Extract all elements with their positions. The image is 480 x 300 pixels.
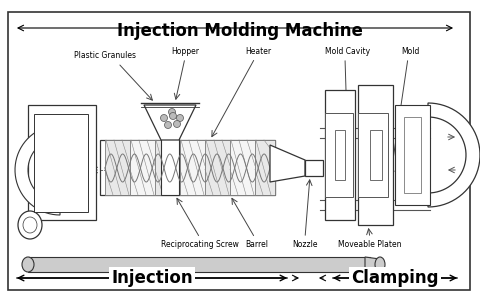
Ellipse shape [375, 257, 385, 272]
Text: Heater: Heater [245, 47, 271, 56]
Bar [205, 140, 230, 195]
Bar [358, 113, 388, 197]
Text: Mold Cavity: Mold Cavity [325, 47, 371, 56]
Bar [100, 140, 275, 195]
Text: Injection Molding Machine: Injection Molding Machine [117, 22, 363, 40]
Bar [155, 140, 180, 195]
Polygon shape [270, 145, 305, 182]
Ellipse shape [169, 112, 177, 119]
Bar [325, 90, 355, 220]
Text: Barrel: Barrel [245, 240, 268, 249]
Bar [325, 113, 353, 197]
Ellipse shape [165, 122, 171, 128]
Ellipse shape [168, 109, 176, 116]
Bar [335, 130, 345, 180]
Text: Nozzle: Nozzle [292, 240, 318, 249]
Polygon shape [428, 103, 480, 207]
Polygon shape [365, 257, 380, 272]
Text: Hopper: Hopper [171, 47, 199, 56]
Bar [28, 105, 96, 220]
Ellipse shape [18, 211, 42, 239]
Ellipse shape [160, 115, 168, 122]
Bar [34, 114, 88, 212]
Ellipse shape [23, 217, 37, 233]
Bar [395, 105, 430, 205]
Polygon shape [144, 105, 196, 140]
Ellipse shape [173, 121, 180, 128]
Polygon shape [28, 257, 370, 272]
Text: Injection: Injection [111, 269, 193, 287]
Bar [130, 140, 155, 195]
Bar [305, 160, 323, 176]
Text: Plastic Granules: Plastic Granules [74, 51, 136, 60]
Bar [105, 140, 130, 195]
Text: Reciprocating Screw: Reciprocating Screw [161, 240, 239, 249]
Text: Moveable Platen: Moveable Platen [338, 240, 402, 249]
Bar [255, 140, 275, 195]
Bar [230, 140, 255, 195]
Text: Mold: Mold [401, 47, 419, 56]
Text: Clamping: Clamping [351, 269, 439, 287]
Ellipse shape [177, 115, 183, 122]
Ellipse shape [22, 257, 34, 272]
Bar [180, 140, 205, 195]
Polygon shape [15, 125, 60, 215]
Bar [404, 117, 421, 193]
Bar [358, 85, 393, 225]
Bar [161, 138, 179, 195]
Bar [370, 130, 382, 180]
